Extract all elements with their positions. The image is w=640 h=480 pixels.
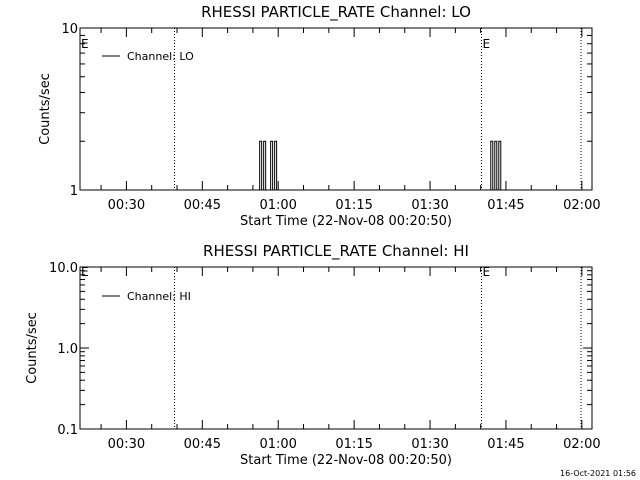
panel-hi: RHESSI PARTICLE_RATE Channel: HI Start Ti… — [25, 242, 601, 468]
x-tick-label: 00:45 — [184, 437, 221, 452]
x-tick-label: 01:15 — [335, 437, 372, 452]
chart-title: RHESSI PARTICLE_RATE Channel: HI — [203, 242, 469, 261]
x-tick-label: 01:00 — [259, 198, 296, 213]
x-tick-label: 01:15 — [335, 198, 372, 213]
y-tick-label: 1.0 — [57, 342, 78, 357]
x-tick-label: 01:45 — [487, 198, 524, 213]
x-tick-label: 01:45 — [487, 437, 524, 452]
chart-title: RHESSI PARTICLE_RATE Channel: LO — [201, 3, 471, 22]
x-tick-label: 02:00 — [563, 198, 600, 213]
series-burst-line — [259, 140, 268, 191]
event-marker-label: E — [81, 37, 89, 51]
y-tick-label: 0.1 — [57, 423, 78, 438]
series-burst-line — [270, 140, 279, 191]
event-marker-label: E — [81, 265, 89, 279]
y-tick-label: 10 — [61, 22, 78, 37]
x-tick-label: 01:30 — [411, 198, 448, 213]
series-burst-line — [490, 140, 502, 191]
y-tick-label: 1 — [70, 184, 78, 199]
y-axis-label: Counts/sec — [25, 312, 40, 384]
x-tick-label: 00:30 — [108, 198, 145, 213]
x-tick-label: 00:30 — [108, 437, 145, 452]
x-tick-label: 02:00 — [563, 437, 600, 452]
plot-frame — [79, 27, 593, 191]
x-tick-label: 00:45 — [184, 198, 221, 213]
panel-lo: RHESSI PARTICLE_RATE Channel: LO Start Ti… — [38, 3, 601, 229]
y-tick-label: 10.0 — [49, 261, 78, 276]
x-axis-label: Start Time (22-Nov-08 00:20:50) — [240, 453, 452, 468]
footer-timestamp: 16-Oct-2021 01:56 — [560, 469, 636, 478]
event-marker-label: E — [483, 37, 491, 51]
x-tick-label: 01:00 — [259, 437, 296, 452]
x-tick-label: 01:30 — [411, 437, 448, 452]
event-marker-label: E — [483, 265, 491, 279]
y-axis-label: Counts/sec — [38, 73, 53, 145]
legend-label: Channel: HI — [127, 290, 191, 303]
x-axis-label: Start Time (22-Nov-08 00:20:50) — [240, 214, 452, 229]
legend-label: Channel: LO — [127, 50, 194, 63]
